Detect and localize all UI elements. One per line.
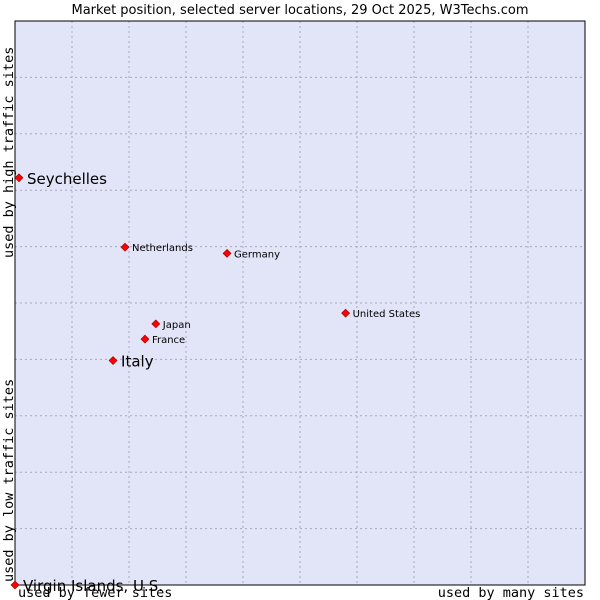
data-point-germany <box>222 248 232 258</box>
data-point-virgin-islands-u-s <box>10 580 20 590</box>
x-axis-label-left: used by fewer sites <box>18 585 172 600</box>
data-label-france: France <box>152 335 185 346</box>
data-label-germany: Germany <box>234 249 280 260</box>
data-label-united-states: United States <box>353 309 421 320</box>
data-point-netherlands <box>120 242 130 252</box>
data-point-japan <box>151 319 161 329</box>
data-point-italy <box>108 356 118 365</box>
data-point-united-states <box>341 308 351 318</box>
data-label-italy: Italy <box>121 353 154 371</box>
data-points: Seychelles Netherlands Germany United State… <box>10 170 421 595</box>
data-label-virgin-islands-u-s: Virgin Islands, U.S. <box>23 577 163 595</box>
x-axis-label-right: used by many sites <box>438 585 584 600</box>
data-label-netherlands: Netherlands <box>132 243 193 254</box>
data-point-seychelles <box>14 173 24 183</box>
data-label-japan: Japan <box>162 320 191 331</box>
y-axis-label-bottom: used by low traffic sites <box>1 379 17 582</box>
grid-lines <box>15 21 585 585</box>
data-label-seychelles: Seychelles <box>27 170 107 188</box>
data-point-france <box>140 334 150 344</box>
chart-title: Market position, selected server locatio… <box>71 3 528 18</box>
y-axis-label-top: used by high traffic sites <box>1 47 17 258</box>
plot-border <box>14 20 586 586</box>
